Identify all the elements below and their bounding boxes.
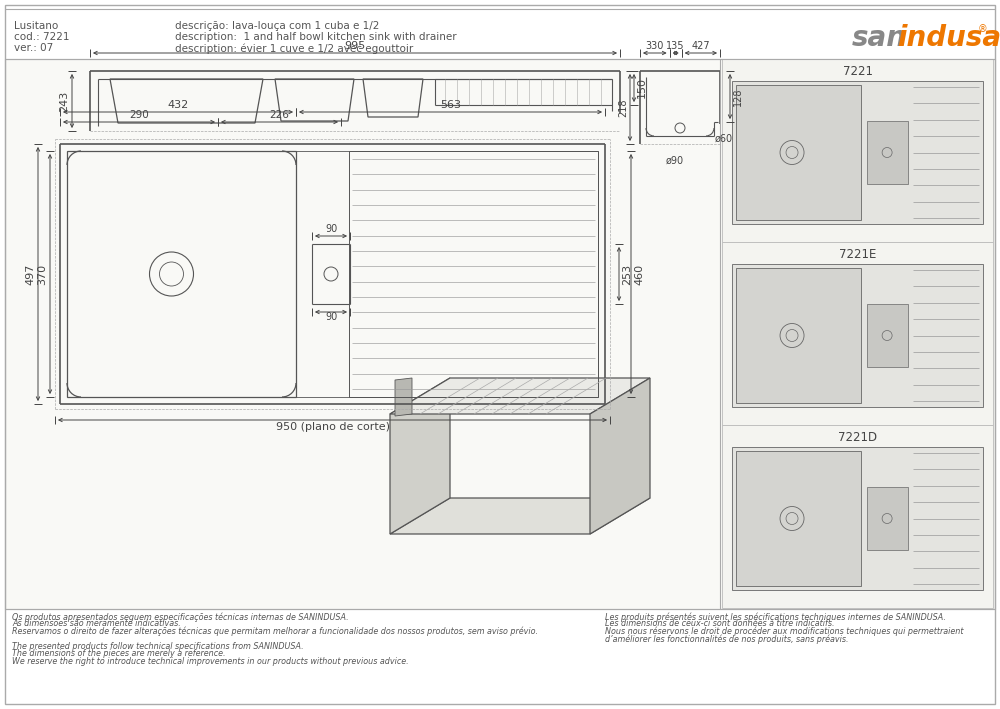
Text: 128: 128: [733, 87, 743, 106]
Bar: [722, 242, 993, 425]
Polygon shape: [390, 378, 650, 414]
Text: descrição: lava-louça com 1 cuba e 1/2: descrição: lava-louça com 1 cuba e 1/2: [175, 21, 379, 31]
Text: 7221: 7221: [842, 65, 872, 78]
Text: 218: 218: [618, 99, 628, 117]
Text: Les produits présentés suivent les spécifications techniques internes de SANINDU: Les produits présentés suivent les spéci…: [605, 612, 946, 622]
Bar: [722, 425, 993, 608]
Polygon shape: [395, 378, 412, 416]
Text: The presented products follow technical specifications from SANINDUSA.: The presented products follow technical …: [12, 642, 304, 651]
Text: d’améliorer les fonctionnalités de nos produits, sans préavis.: d’améliorer les fonctionnalités de nos p…: [605, 635, 848, 644]
Text: The dimensions of the pieces are merely a reference.: The dimensions of the pieces are merely …: [12, 649, 226, 659]
Text: 150: 150: [637, 77, 647, 99]
Text: 90: 90: [325, 224, 337, 234]
Polygon shape: [590, 378, 650, 534]
Text: cod.: 7221: cod.: 7221: [14, 32, 70, 42]
Text: Nous nous réservons le droit de procéder aux modifications techniques qui permet: Nous nous réservons le droit de procéder…: [605, 627, 964, 637]
Text: 950 (plano de corte): 950 (plano de corte): [276, 422, 390, 432]
Text: description:  1 and half bowl kitchen sink with drainer: description: 1 and half bowl kitchen sin…: [175, 32, 457, 42]
Text: 460: 460: [634, 264, 644, 284]
Text: 995: 995: [344, 41, 366, 51]
Bar: [867, 487, 908, 550]
Text: ®: ®: [978, 24, 988, 34]
Text: 330: 330: [646, 41, 664, 51]
Polygon shape: [390, 498, 650, 534]
Bar: [867, 121, 908, 184]
Text: 243: 243: [59, 90, 69, 111]
Text: description: évier 1 cuve e 1/2 avec egouttoir: description: évier 1 cuve e 1/2 avec ego…: [175, 43, 413, 53]
Text: 563: 563: [440, 100, 461, 110]
Text: Os produtos apresentados seguem especificações técnicas internas de SANINDUSA.: Os produtos apresentados seguem especifi…: [12, 612, 349, 622]
Text: Reservamos o direito de fazer alterações técnicas que permitam melhorar a funcio: Reservamos o direito de fazer alterações…: [12, 627, 538, 637]
Text: san: san: [852, 24, 907, 52]
Text: 7221E: 7221E: [839, 248, 876, 261]
Text: 290: 290: [129, 110, 149, 120]
Text: 226: 226: [270, 110, 289, 120]
Text: We reserve the right to introduce technical improvements in our products without: We reserve the right to introduce techni…: [12, 657, 409, 666]
Text: 370: 370: [37, 264, 47, 284]
Bar: [5, 59, 995, 609]
Text: Les dimensions de ceux-ci sont données à titre indicatifs.: Les dimensions de ceux-ci sont données à…: [605, 620, 834, 628]
Text: 7221D: 7221D: [838, 431, 877, 444]
Text: Lusitano: Lusitano: [14, 21, 58, 31]
Text: As dimensões são meramente indicativas.: As dimensões são meramente indicativas.: [12, 620, 181, 628]
Text: 432: 432: [167, 100, 189, 110]
Text: ø60: ø60: [715, 134, 733, 144]
Bar: [732, 264, 983, 407]
Text: indusa: indusa: [897, 24, 1000, 52]
Text: ver.: 07: ver.: 07: [14, 43, 53, 53]
Text: 497: 497: [25, 263, 35, 285]
Bar: [722, 59, 993, 242]
Text: 135: 135: [666, 41, 685, 51]
Bar: [732, 81, 983, 224]
Bar: [867, 304, 908, 367]
Text: 253: 253: [622, 264, 632, 284]
Text: ø90: ø90: [666, 156, 684, 166]
Text: 427: 427: [692, 41, 710, 51]
Bar: [736, 268, 861, 403]
Text: 90: 90: [325, 312, 337, 322]
Bar: [736, 451, 861, 586]
Bar: [732, 447, 983, 590]
Bar: [736, 85, 861, 220]
Polygon shape: [390, 378, 450, 534]
